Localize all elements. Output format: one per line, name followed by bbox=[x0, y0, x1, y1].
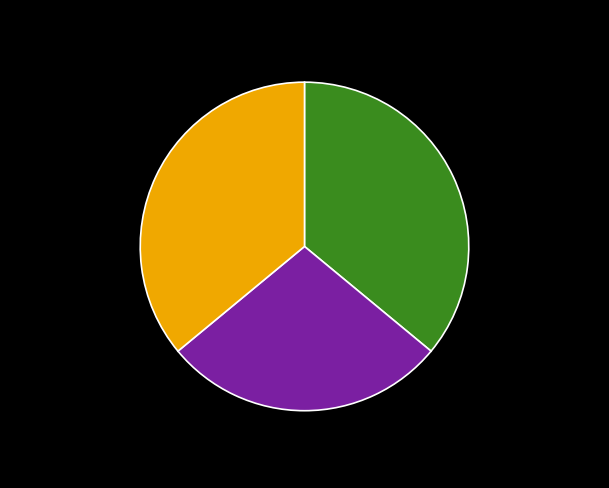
Wedge shape bbox=[178, 246, 431, 411]
Wedge shape bbox=[304, 82, 469, 351]
Wedge shape bbox=[140, 82, 304, 351]
